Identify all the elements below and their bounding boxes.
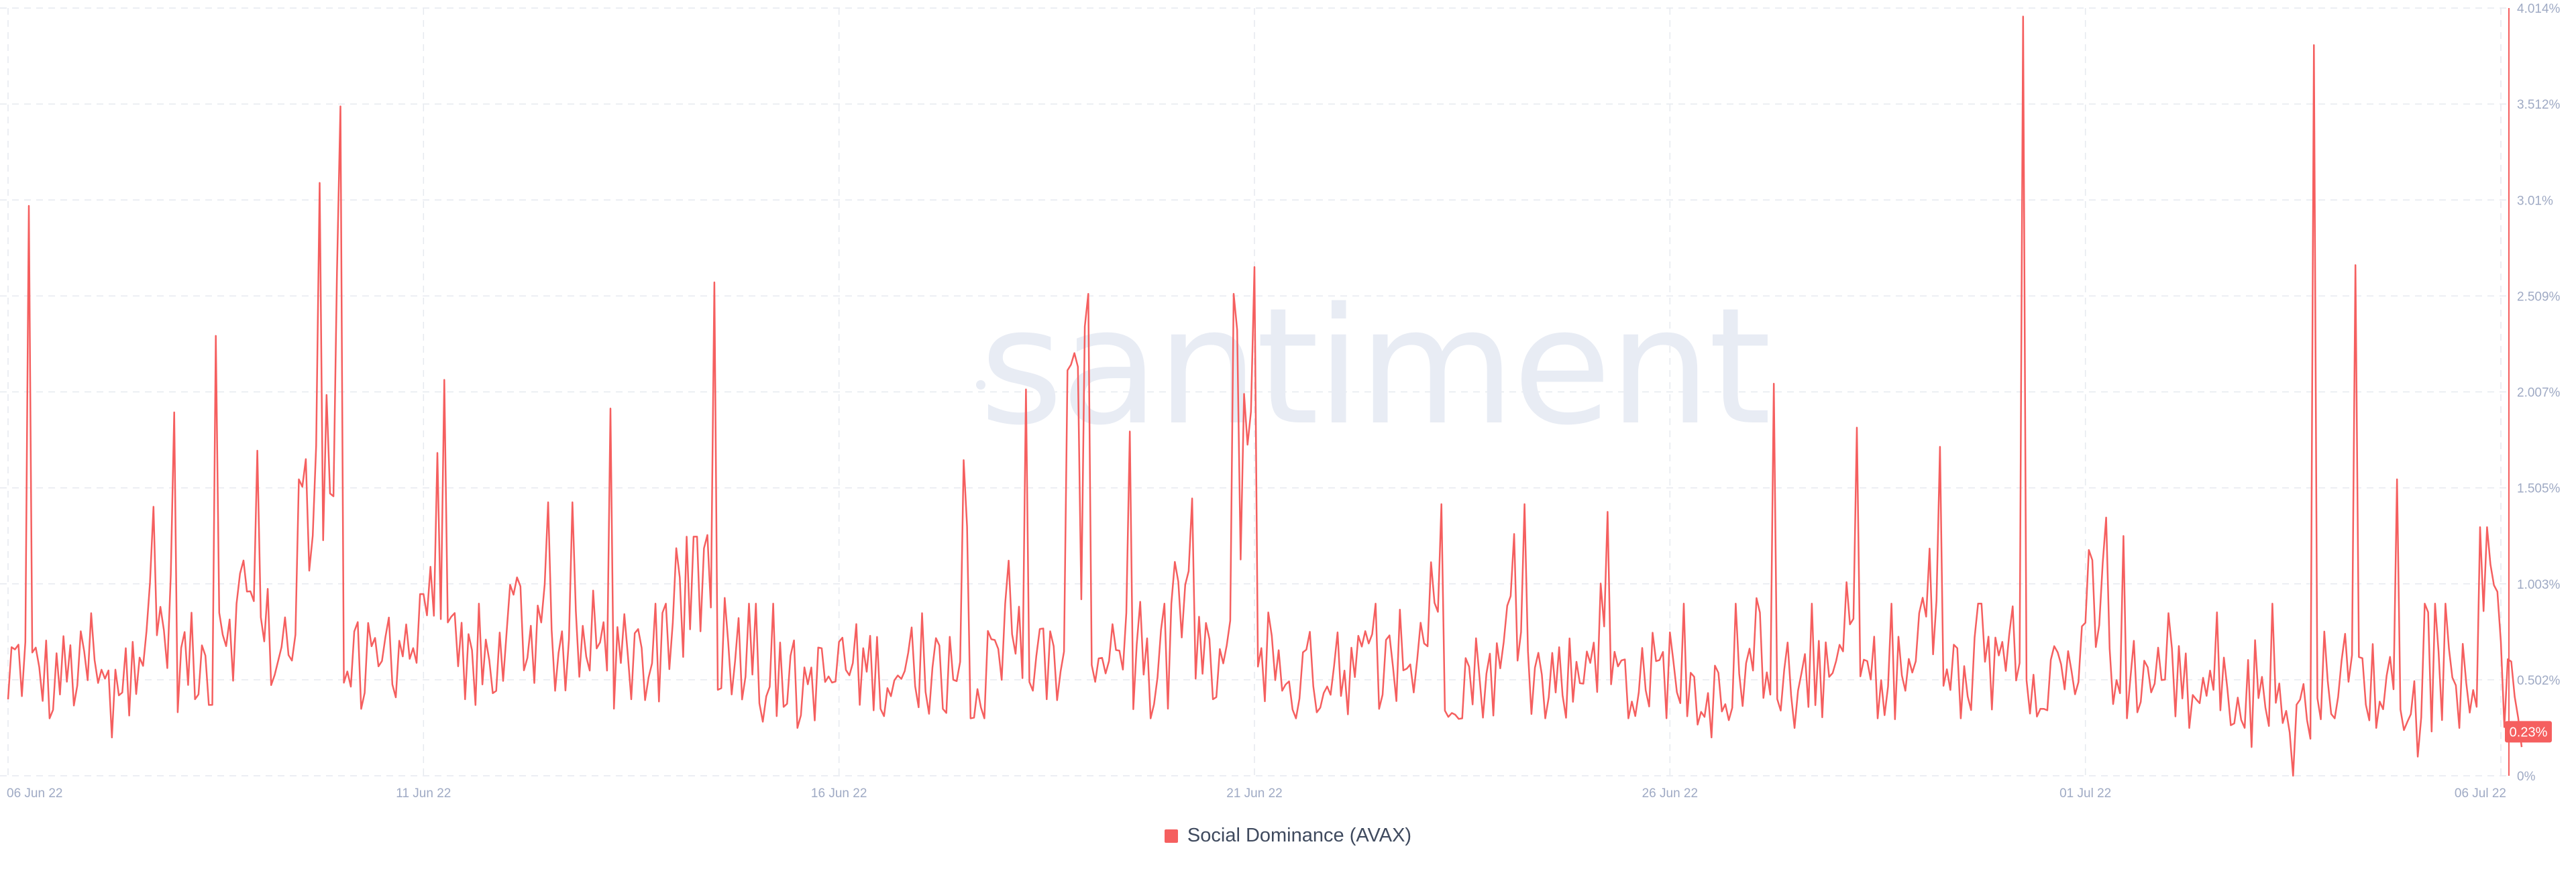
y-tick-label: 1.003% [2517,578,2561,592]
legend[interactable]: Social Dominance (AVAX) [0,825,2576,847]
santiment-watermark: santiment [979,273,1769,461]
x-tick-label: 06 Jul 22 [2455,786,2506,801]
legend-swatch [1164,829,1178,843]
legend-label-social-dominance: Social Dominance (AVAX) [1187,825,1412,846]
y-tick-label: 0.502% [2517,674,2561,688]
x-tick-label: 21 Jun 22 [1226,786,1282,801]
last-value-badge-bg [2505,721,2552,743]
y-tick-label: 3.512% [2517,98,2561,112]
x-tick-label: 01 Jul 22 [2059,786,2111,801]
x-tick-label: 16 Jun 22 [811,786,867,801]
y-axis-ticks: 0% 0.502% 1.003% 1.505% 2.007% 2.509% 3.01% 3.5… [2517,2,2561,784]
x-axis-ticks: 06 Jun 22 11 Jun 22 16 Jun 22 21 Jun 22 26 J… [7,786,2506,801]
y-tick-label: 2.007% [2517,386,2561,400]
x-tick-label: 11 Jun 22 [396,786,451,801]
y-tick-label: 0% [2517,770,2536,784]
watermark-dot [976,380,985,390]
series-line-group [7,15,2523,777]
y-tick-label: 1.505% [2517,482,2561,496]
y-tick-label: 3.01% [2517,194,2553,208]
last-value-badge: 0.23% [2505,721,2552,743]
series-line-social-dominance [7,15,2523,777]
x-tick-label: 06 Jun 22 [7,786,62,801]
last-value-badge-label: 0.23% [2510,725,2548,740]
x-tick-label: 26 Jun 22 [1642,786,1698,801]
y-tick-label: 2.509% [2517,290,2561,304]
y-tick-label: 4.014% [2517,2,2561,16]
